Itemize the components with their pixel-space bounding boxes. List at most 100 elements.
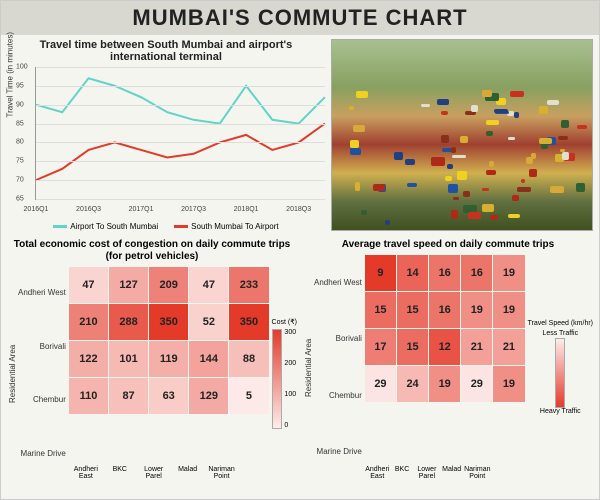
traffic-vehicle bbox=[531, 153, 536, 160]
heat-col-label: Malad bbox=[439, 466, 464, 481]
traffic-vehicle bbox=[448, 184, 458, 192]
heatmap-speed-legend-top: Less Traffic bbox=[542, 330, 578, 338]
heat-cell: 19 bbox=[493, 366, 524, 402]
heat-cell: 210 bbox=[69, 304, 108, 340]
xtick: 2017Q1 bbox=[129, 206, 154, 213]
traffic-vehicle bbox=[468, 212, 481, 219]
heat-legend-tick: 300 bbox=[284, 329, 296, 336]
heat-col-label: Andheri East bbox=[69, 466, 103, 481]
heat-cell: 350 bbox=[229, 304, 268, 340]
heat-row-label: Andheri West bbox=[314, 265, 362, 301]
traffic-vehicle bbox=[576, 183, 585, 192]
traffic-vehicle bbox=[441, 135, 450, 143]
traffic-vehicle bbox=[471, 105, 478, 112]
traffic-vehicle bbox=[452, 155, 466, 158]
heat-col-label: BKC bbox=[103, 466, 137, 481]
traffic-vehicle bbox=[447, 164, 453, 169]
traffic-vehicle bbox=[482, 188, 489, 192]
heat-cell: 21 bbox=[461, 329, 492, 365]
heat-cell: 63 bbox=[149, 378, 188, 414]
line-chart-area: Travel Time (in minutes) 657075808590951… bbox=[35, 67, 325, 200]
xtick: 2017Q3 bbox=[181, 206, 206, 213]
heatmap-cost-legend-ticks: 3002001000 bbox=[282, 329, 296, 429]
heat-cell: 88 bbox=[229, 341, 268, 377]
heat-cell: 101 bbox=[109, 341, 148, 377]
ytick: 65 bbox=[16, 196, 24, 203]
line-chart-ylabel: Travel Time (in minutes) bbox=[6, 32, 15, 118]
xtick: 2018Q1 bbox=[234, 206, 259, 213]
ytick: 70 bbox=[16, 177, 24, 184]
xtick: 2018Q3 bbox=[286, 206, 311, 213]
heat-cell: 129 bbox=[189, 378, 228, 414]
traffic-vehicle bbox=[562, 152, 568, 161]
heatmap-speed-grid: 914161619151516191917151221212924192919 bbox=[365, 255, 525, 463]
heat-cell: 127 bbox=[109, 267, 148, 303]
legend-swatch bbox=[53, 225, 67, 228]
heatmap-cost-panel: Total economic cost of congestion on dai… bbox=[7, 239, 297, 481]
ytick: 85 bbox=[16, 120, 24, 127]
xtick: 2016Q1 bbox=[24, 206, 49, 213]
traffic-vehicle bbox=[460, 136, 468, 142]
traffic-vehicle bbox=[486, 131, 492, 136]
heat-row-label: Marine Drive bbox=[18, 436, 66, 472]
heat-cell: 21 bbox=[493, 329, 524, 365]
traffic-vehicle bbox=[356, 91, 368, 98]
heatmap-speed-body: Residential Area Andheri West Borivali Che… bbox=[303, 255, 593, 481]
heat-row-label: Borivali bbox=[18, 329, 66, 365]
traffic-vehicle bbox=[489, 161, 494, 167]
heatmap-cost-col-labels: Andheri EastBKCLower ParelMaladNariman P… bbox=[69, 466, 239, 481]
heat-cell: 16 bbox=[461, 255, 492, 291]
traffic-vehicle bbox=[512, 195, 519, 200]
bottom-row: Total economic cost of congestion on dai… bbox=[1, 235, 599, 485]
heat-cell: 47 bbox=[189, 267, 228, 303]
heatmap-cost-legend-bar bbox=[272, 329, 282, 429]
heatmap-cost-grid: 4712720947233210288350523501221011191448… bbox=[69, 267, 269, 463]
traffic-vehicle bbox=[349, 106, 354, 110]
heatmap-speed-panel: Average travel speed on daily commute tr… bbox=[303, 239, 593, 481]
traffic-photo bbox=[331, 39, 593, 231]
ytick: 100 bbox=[16, 64, 28, 71]
heat-col-label: Lower Parel bbox=[414, 466, 439, 481]
traffic-vehicle bbox=[547, 100, 560, 105]
line-series bbox=[36, 124, 325, 181]
heat-col-label: Lower Parel bbox=[137, 466, 171, 481]
heat-legend-tick: 100 bbox=[284, 391, 296, 398]
heatmap-cost-row-labels: Andheri WestBorivaliChemburMarine Drive bbox=[18, 267, 69, 481]
traffic-vehicle bbox=[451, 147, 456, 153]
traffic-vehicle bbox=[521, 179, 525, 182]
heat-cell: 19 bbox=[493, 292, 524, 328]
legend-swatch bbox=[174, 225, 188, 228]
heatmap-speed-ylabel: Residential Area bbox=[303, 255, 314, 481]
traffic-vehicle bbox=[457, 171, 467, 180]
line-chart-title: Travel time between South Mumbai and air… bbox=[7, 39, 325, 63]
heatmap-speed-row-labels: Andheri WestBorivaliChemburMarine Drive bbox=[314, 255, 365, 481]
heat-col-label: Nariman Point bbox=[205, 466, 239, 481]
heatmap-speed-legend-title: Travel Speed (km/hr) bbox=[528, 320, 593, 328]
heat-row-label: Borivali bbox=[314, 322, 362, 358]
heat-cell: 15 bbox=[365, 292, 396, 328]
traffic-vehicle bbox=[486, 170, 496, 175]
heat-cell: 19 bbox=[461, 292, 492, 328]
heat-cell: 87 bbox=[109, 378, 148, 414]
traffic-vehicle bbox=[561, 120, 570, 128]
traffic-vehicle bbox=[421, 104, 430, 108]
heat-cell: 15 bbox=[397, 292, 428, 328]
heat-cell: 209 bbox=[149, 267, 188, 303]
heat-cell: 16 bbox=[429, 292, 460, 328]
traffic-vehicle bbox=[539, 106, 548, 114]
heatmap-cost-legend: Cost (₹) 3002001000 bbox=[269, 267, 297, 481]
heat-col-label: BKC bbox=[390, 466, 415, 481]
ytick: 75 bbox=[16, 158, 24, 165]
heat-cell: 12 bbox=[429, 329, 460, 365]
heat-cell: 122 bbox=[69, 341, 108, 377]
heatmap-speed-legend-bar bbox=[555, 338, 565, 408]
heat-row-label: Chembur bbox=[314, 378, 362, 414]
traffic-vehicle bbox=[508, 214, 519, 218]
traffic-vehicle bbox=[517, 187, 531, 192]
heatmap-cost-legend-title: Cost (₹) bbox=[272, 319, 297, 327]
traffic-vehicle bbox=[350, 148, 361, 155]
traffic-vehicle bbox=[529, 169, 537, 177]
traffic-vehicle bbox=[539, 138, 552, 144]
heat-col-label: Nariman Point bbox=[464, 466, 490, 481]
traffic-vehicle bbox=[355, 182, 360, 191]
